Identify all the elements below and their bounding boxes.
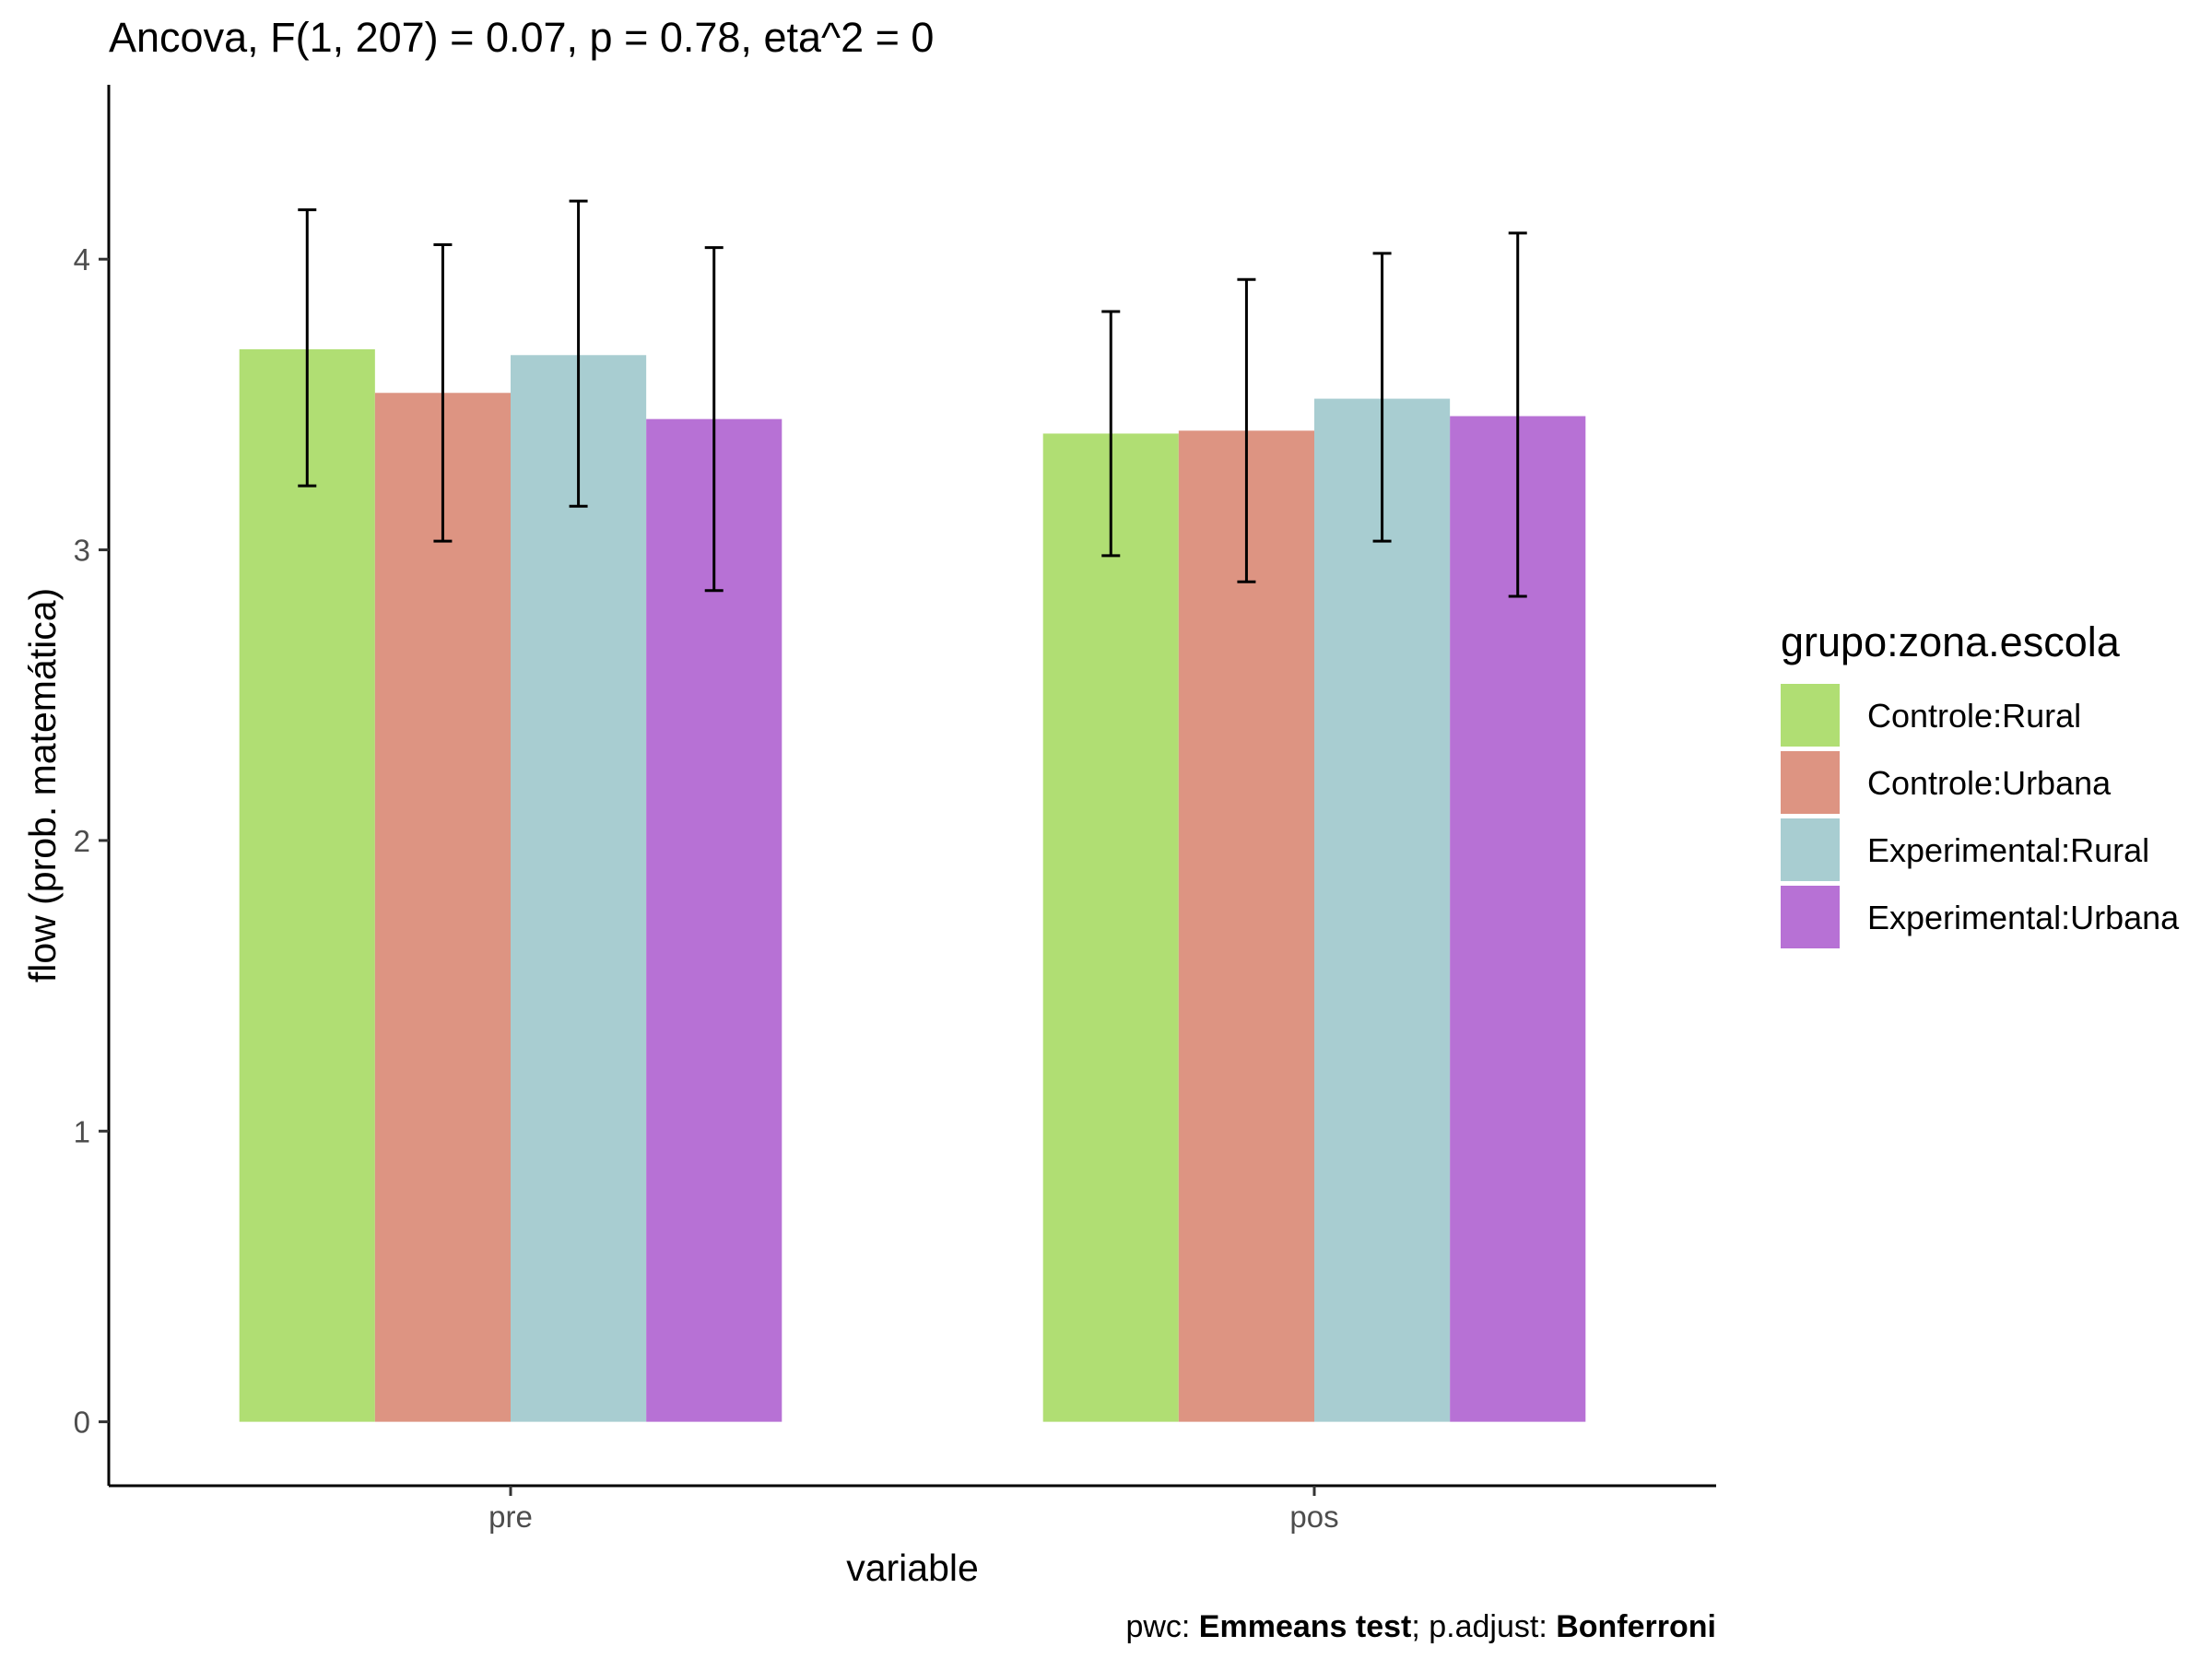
legend-label-3: Experimental:Rural — [1867, 831, 2149, 869]
caption: pwc: Emmeans test; p.adjust: Bonferroni — [1125, 1609, 1716, 1644]
legend-key-2 — [1781, 751, 1840, 814]
y-tick-label-0: 0 — [74, 1406, 90, 1440]
error-bar-pos-1 — [1101, 310, 1121, 558]
bar-pre-2 — [374, 393, 511, 1422]
bar-pre-3 — [511, 355, 647, 1422]
error-bar-pre-2 — [433, 242, 453, 543]
y-tick-label-3: 3 — [74, 534, 90, 568]
x-tick-label-pre: pre — [488, 1500, 533, 1534]
x-axis-title: variable — [846, 1547, 979, 1589]
y-tick-label-1: 1 — [74, 1114, 90, 1148]
x-tick-label-pos: pos — [1289, 1500, 1338, 1534]
error-bar-pos-3 — [1372, 252, 1392, 543]
legend-key-1 — [1781, 684, 1840, 747]
error-bar-pos-2 — [1237, 277, 1256, 583]
caption-prefix: pwc: — [1125, 1609, 1198, 1644]
caption-method: Bonferroni — [1556, 1609, 1716, 1644]
legend-label-1: Controle:Rural — [1867, 697, 2081, 735]
legend-label-2: Controle:Urbana — [1867, 764, 2112, 802]
bar-pre-1 — [239, 348, 375, 1422]
legend-key-3 — [1781, 818, 1840, 881]
caption-test: Emmeans test — [1199, 1609, 1412, 1644]
bar-pos-2 — [1178, 430, 1314, 1422]
legend-key-4 — [1781, 886, 1840, 948]
y-tick-label-2: 2 — [74, 824, 90, 858]
legend: grupo:zona.escola Controle:Rural Controle… — [1781, 618, 2180, 948]
y-tick-label-4: 4 — [74, 242, 90, 276]
plot-area — [239, 199, 1586, 1422]
legend-label-4: Experimental:Urbana — [1867, 899, 2180, 936]
error-bar-pre-4 — [704, 246, 724, 593]
legend-title: grupo:zona.escola — [1781, 618, 2121, 665]
caption-middle: ; p.adjust: — [1411, 1609, 1556, 1644]
error-bar-pre-3 — [569, 199, 588, 508]
bar-pos-1 — [1042, 433, 1179, 1422]
error-bar-pre-1 — [298, 208, 317, 488]
error-bar-pos-4 — [1508, 231, 1527, 598]
chart-title: Ancova, F(1, 207) = 0.07, p = 0.78, eta^… — [109, 14, 934, 61]
y-axis-title: flow (prob. matemática) — [21, 588, 64, 982]
bar-pos-3 — [1314, 398, 1451, 1422]
